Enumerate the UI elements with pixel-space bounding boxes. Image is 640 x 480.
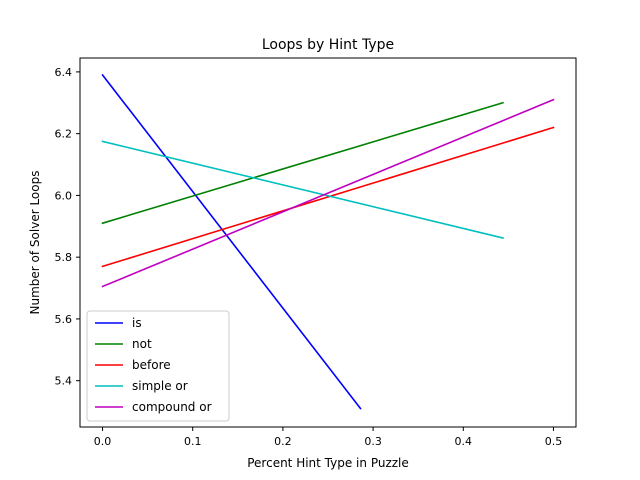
- plot-frame: [79, 57, 577, 428]
- legend-label: compound or: [132, 400, 212, 414]
- x-tick-label: 0.1: [184, 435, 202, 448]
- x-tick-label: 0.5: [545, 435, 563, 448]
- series-line-simple-or: [101, 140, 504, 239]
- y-axis-label: Number of Solver Loops: [28, 171, 42, 315]
- legend: is not before simple or compound or: [86, 310, 230, 422]
- chart-title: Loops by Hint Type: [262, 37, 394, 53]
- x-axis-ticks: 0.0 0.1 0.2 0.3 0.4 0.5: [94, 427, 562, 448]
- series-lines: [101, 73, 555, 410]
- y-tick-label: 5.4: [55, 375, 73, 388]
- legend-label: is: [132, 316, 142, 330]
- x-tick-label: 0.4: [455, 435, 473, 448]
- legend-box: [86, 310, 230, 422]
- y-tick-label: 6.0: [55, 189, 73, 202]
- x-tick-label: 0.2: [274, 435, 292, 448]
- x-axis-label: Percent Hint Type in Puzzle: [247, 456, 409, 470]
- x-tick-label: 0.3: [364, 435, 382, 448]
- y-axis-ticks: 5.4 5.6 5.8 6.0 6.2 6.4: [55, 66, 80, 388]
- series-line-before: [101, 126, 555, 268]
- legend-label: before: [132, 358, 171, 372]
- series-line-is: [101, 73, 362, 410]
- x-tick-label: 0.0: [94, 435, 112, 448]
- y-tick-label: 6.2: [55, 128, 73, 141]
- y-tick-label: 5.8: [55, 251, 73, 264]
- y-tick-label: 5.6: [55, 313, 73, 326]
- y-tick-label: 6.4: [55, 66, 73, 79]
- legend-label: simple or: [132, 379, 188, 393]
- legend-label: not: [132, 337, 152, 351]
- series-line-not: [101, 101, 504, 225]
- series-line-compound-or: [101, 98, 555, 288]
